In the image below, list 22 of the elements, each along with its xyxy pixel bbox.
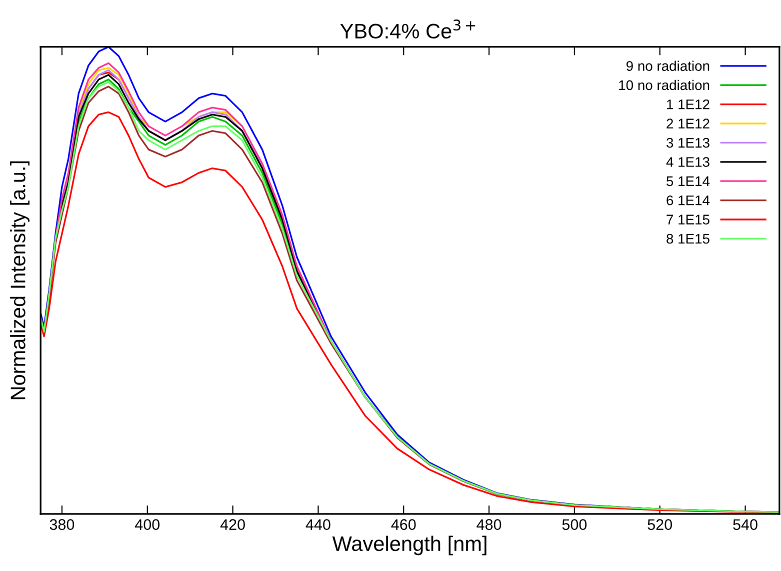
x-tick-label: 500	[562, 519, 587, 530]
legend-label: 2 1E12	[666, 118, 710, 128]
legend-label: 8 1E15	[666, 234, 710, 244]
x-tick-label: 460	[391, 519, 416, 530]
legend-label: 10 no radiation	[619, 80, 710, 90]
x-axis-title: Wavelength [nm]	[332, 536, 486, 556]
x-tick-label: 380	[50, 519, 74, 530]
legend-label: 4 1E13	[666, 157, 710, 167]
x-tick-label: 520	[648, 519, 672, 530]
legend-label: 9 no radiation	[626, 60, 710, 71]
x-tick-label: 420	[220, 519, 245, 530]
legend-label: 6 1E14	[666, 195, 710, 206]
legend-label: 7 1E15	[666, 214, 710, 224]
legend-label: 5 1E14	[666, 176, 710, 186]
chart-title: YBO:4% Ce$^{3+}$	[340, 20, 476, 39]
legend-label: 1 1E12	[667, 99, 710, 110]
legend-label: 3 1E13	[666, 138, 710, 148]
x-tick-label: 400	[134, 519, 160, 530]
x-tick-label: 440	[306, 519, 330, 530]
x-tick-label: 480	[476, 519, 502, 530]
x-tick-label: 540	[733, 519, 758, 530]
y-axis-title: Normalized Intensity [a.u.]	[10, 161, 30, 400]
